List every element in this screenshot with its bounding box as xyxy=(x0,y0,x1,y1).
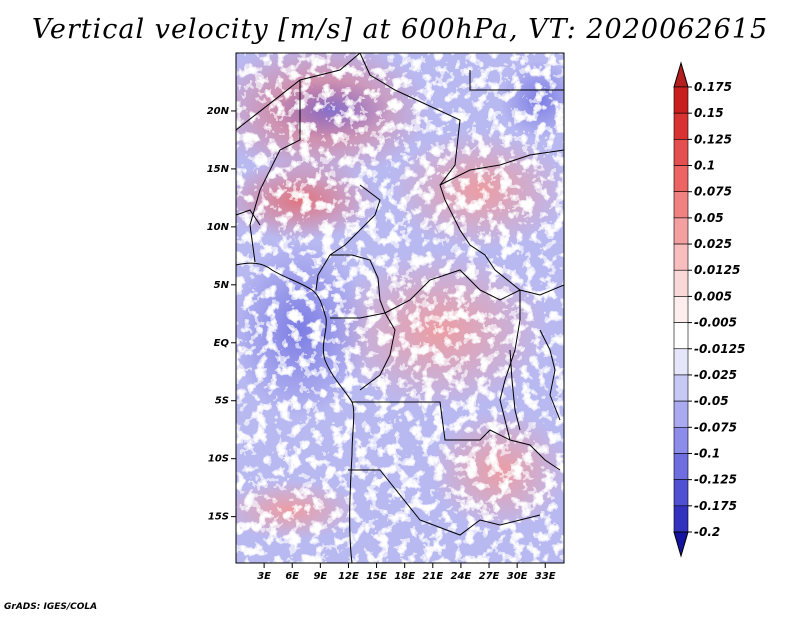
colorbar-segment xyxy=(673,400,689,428)
colorbar-label: 0.15 xyxy=(694,106,724,120)
lon-tick-label: 21E xyxy=(422,571,443,582)
lat-tick-label: 10S xyxy=(208,454,229,465)
colorbar-label: 0.125 xyxy=(694,132,732,146)
lon-tick-label: 15E xyxy=(366,571,387,582)
lon-tick-label: 12E xyxy=(338,571,359,582)
lat-tick-label: 20N xyxy=(207,106,230,117)
colorbar-label: -0.175 xyxy=(694,499,737,513)
lon-tick-label: 30E xyxy=(507,571,528,582)
colorbar-label: -0.005 xyxy=(694,316,737,330)
colorbar-segment xyxy=(673,269,689,297)
colorbar-segment xyxy=(673,191,689,219)
colorbar-label: -0.05 xyxy=(694,394,729,408)
colorbar-segment xyxy=(673,139,689,166)
lon-tick-label: 9E xyxy=(313,571,327,582)
lat-tick-label: 5S xyxy=(215,396,229,407)
colorbar: 0.175 0.15 0.125 0.1 0.075 0.05 0.025 0.0125 0.0… xyxy=(673,61,745,558)
colorbar-segment xyxy=(673,505,689,533)
colorbar-segment xyxy=(673,374,689,402)
country-borders xyxy=(236,53,564,563)
colorbar-segment xyxy=(673,217,689,245)
lat-tick-label: 15S xyxy=(208,512,229,523)
lon-tick-label: 3E xyxy=(257,571,271,582)
colorbar-label: -0.2 xyxy=(694,525,720,539)
lon-tick-label: 24E xyxy=(451,571,472,582)
lat-tick-label: 10N xyxy=(207,222,230,233)
colorbar-label: 0.025 xyxy=(694,237,732,251)
lon-tick-label: 18E xyxy=(394,571,415,582)
colorbar-segment xyxy=(673,426,689,454)
lat-tick-label: EQ xyxy=(214,338,230,349)
colorbar-label: -0.075 xyxy=(694,420,737,434)
lat-tick-label: 5N xyxy=(214,280,230,291)
colorbar-label: 0.0125 xyxy=(694,263,740,277)
lat-tick-label: 15N xyxy=(207,164,230,175)
colorbar-segment xyxy=(673,112,689,140)
colorbar-label: 0.175 xyxy=(694,80,732,94)
colorbar-label: -0.0125 xyxy=(694,342,745,356)
colorbar-top-arrow xyxy=(673,61,689,88)
colorbar-label: 0.05 xyxy=(694,211,724,225)
colorbar-label: -0.1 xyxy=(694,446,720,460)
colorbar-bottom-arrow xyxy=(673,531,689,558)
vertical-velocity-field xyxy=(236,53,564,563)
colorbar-segment xyxy=(673,165,689,193)
map-axes: 20N 15N 10N 5N EQ 5S 10S 15S 3E 6E 9E 12E 15E 18E 21E 2… xyxy=(207,106,556,582)
colorbar-label: 0.005 xyxy=(694,289,732,303)
map-frame xyxy=(235,52,565,564)
colorbar-label: 0.1 xyxy=(694,159,715,173)
colorbar-segment xyxy=(673,296,689,323)
colorbar-segment xyxy=(673,322,689,350)
page-title: Vertical velocity [m/s] at 600hPa, VT: 2… xyxy=(31,14,769,45)
colorbar-segment xyxy=(673,86,689,114)
colorbar-label: 0.075 xyxy=(694,185,732,199)
colorbar-segment xyxy=(673,243,689,271)
colorbar-label: -0.025 xyxy=(694,368,737,382)
grads-credit: GrADS: IGES/COLA xyxy=(4,602,98,612)
colorbar-label: -0.125 xyxy=(694,473,737,487)
lon-tick-label: 33E xyxy=(535,571,556,582)
lon-tick-label: 6E xyxy=(285,571,299,582)
colorbar-segment xyxy=(673,479,689,507)
colorbar-segment xyxy=(673,453,689,480)
colorbar-segment xyxy=(673,348,689,376)
lon-tick-label: 27E xyxy=(479,571,500,582)
